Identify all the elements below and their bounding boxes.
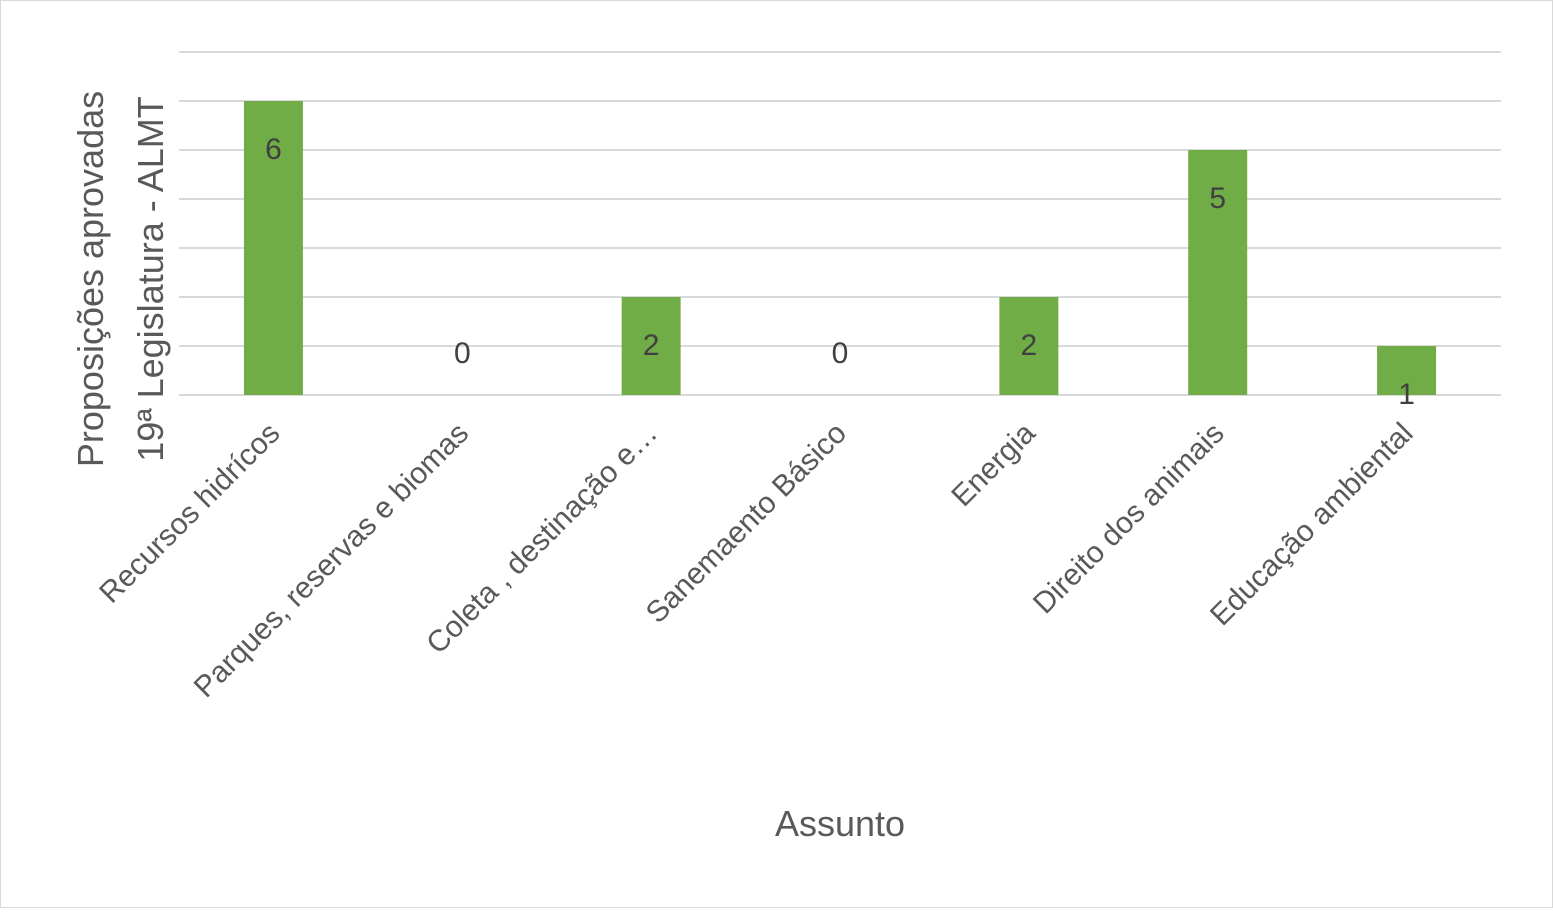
- gridlines: [179, 51, 1501, 396]
- data-label: 0: [454, 337, 471, 370]
- x-tick-label: Recursos hidrícos: [93, 417, 286, 610]
- data-label: 2: [643, 329, 660, 362]
- data-label: 1: [1398, 378, 1415, 411]
- x-tick-label: Sanemaento Básico: [640, 417, 853, 630]
- y-axis-title-line-2: 19ª Legislatura - ALMT: [130, 96, 171, 462]
- bar: [1377, 346, 1437, 395]
- data-labels: 6 0 2 0 2 5 1: [265, 133, 1415, 411]
- y-axis-title: Proposições aprovadas 19ª Legislatura - …: [70, 91, 171, 467]
- data-label: 2: [1021, 329, 1038, 362]
- bar: [243, 101, 303, 395]
- x-tick-label: Educação ambiental: [1204, 417, 1420, 633]
- x-tick-label: Direito dos animais: [1027, 417, 1231, 621]
- x-axis-title: Assunto: [775, 803, 905, 844]
- data-label: 6: [265, 133, 282, 166]
- bar: [621, 297, 681, 395]
- y-axis-title-line-1: Proposições aprovadas: [70, 91, 111, 467]
- data-label: 0: [832, 337, 849, 370]
- x-tick-label: Energia: [945, 416, 1042, 513]
- data-label: 5: [1209, 182, 1226, 215]
- bars: [243, 101, 1437, 395]
- bar: [1188, 150, 1248, 395]
- bar: [999, 297, 1059, 395]
